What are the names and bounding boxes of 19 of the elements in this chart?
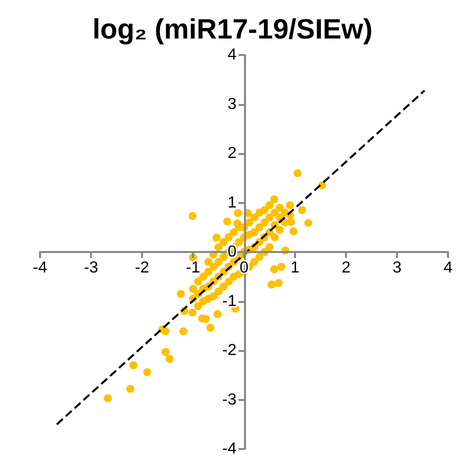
x-tick-label: 0 xyxy=(240,260,249,276)
y-tick-label: 0 xyxy=(228,244,237,260)
chart-title: log₂ (miR17-19/SIEw) xyxy=(92,14,373,44)
x-tick-label: -1 xyxy=(186,260,200,276)
y-tick-label: -2 xyxy=(222,342,237,359)
x-tick-label: -2 xyxy=(134,260,150,276)
x-tick-label: 3 xyxy=(392,260,402,276)
y-tick-label: -3 xyxy=(222,391,237,408)
x-tick-label: -4 xyxy=(32,260,48,276)
x-tick-label: 1 xyxy=(290,260,300,276)
y-tick-label: 2 xyxy=(228,145,237,162)
y-tick-label: 4 xyxy=(228,46,237,64)
y-tick-label: -1 xyxy=(222,292,237,310)
y-tick-label: 3 xyxy=(228,96,237,113)
y-tick-label: -4 xyxy=(222,440,237,458)
y-tick-label: 1 xyxy=(228,194,237,212)
x-tick-label: -3 xyxy=(84,260,98,276)
x-tick-label: 4 xyxy=(444,260,453,276)
x-tick-label: 2 xyxy=(342,260,351,276)
